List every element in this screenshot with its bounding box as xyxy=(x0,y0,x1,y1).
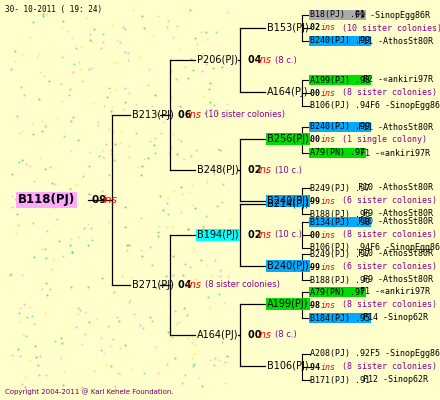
Text: B118(PJ): B118(PJ) xyxy=(18,194,75,206)
Text: ins: ins xyxy=(321,88,336,98)
Text: B184(PJ) .95: B184(PJ) .95 xyxy=(310,314,370,322)
Text: F11 -AthosSt80R: F11 -AthosSt80R xyxy=(353,36,433,46)
Text: (1 single colony): (1 single colony) xyxy=(332,136,427,144)
Text: (6 sister colonies): (6 sister colonies) xyxy=(332,196,436,206)
Text: F9 -SinopEgg86R: F9 -SinopEgg86R xyxy=(350,10,429,20)
Text: ins: ins xyxy=(321,230,336,240)
Text: B194(PJ): B194(PJ) xyxy=(197,230,238,240)
Text: (10 sister colonies): (10 sister colonies) xyxy=(205,110,285,120)
Text: F9 -AthosSt80R: F9 -AthosSt80R xyxy=(353,276,433,284)
Text: (10 sister colonies): (10 sister colonies) xyxy=(332,24,440,32)
Text: B106(PJ) .94F6 -SinopEgg86R: B106(PJ) .94F6 -SinopEgg86R xyxy=(310,244,440,252)
Text: ins: ins xyxy=(258,55,272,65)
Text: 02: 02 xyxy=(310,24,325,32)
Text: A208(PJ) .92F5 -SinopEgg86R: A208(PJ) .92F5 -SinopEgg86R xyxy=(310,350,440,358)
Text: 04: 04 xyxy=(178,280,195,290)
Text: (8 sister colonies): (8 sister colonies) xyxy=(332,362,436,372)
Text: B249(PJ) .97: B249(PJ) .97 xyxy=(310,184,370,192)
Text: Copyright 2004-2011 @ Karl Kehele Foundation.: Copyright 2004-2011 @ Karl Kehele Founda… xyxy=(5,388,174,395)
Text: A164(PJ): A164(PJ) xyxy=(267,87,308,97)
Text: ins: ins xyxy=(188,110,202,120)
Text: 00: 00 xyxy=(248,330,265,340)
Text: F1 -«ankiri97R: F1 -«ankiri97R xyxy=(350,288,429,296)
Text: ins: ins xyxy=(103,195,117,205)
Text: 00: 00 xyxy=(310,230,325,240)
Text: F11 -AthosSt80R: F11 -AthosSt80R xyxy=(353,122,433,132)
Text: B271(PJ): B271(PJ) xyxy=(132,280,174,290)
Text: 02: 02 xyxy=(248,230,265,240)
Text: B106(PJ) .94F6 -SinopEgg86R: B106(PJ) .94F6 -SinopEgg86R xyxy=(310,102,440,110)
Text: 06: 06 xyxy=(178,110,195,120)
Text: A164(PJ): A164(PJ) xyxy=(197,330,238,340)
Text: F10 -AthosSt80R: F10 -AthosSt80R xyxy=(353,184,433,192)
Text: 98: 98 xyxy=(310,300,325,310)
Text: A199(PJ): A199(PJ) xyxy=(267,299,308,309)
Text: (8 c.): (8 c.) xyxy=(275,56,297,64)
Text: ins: ins xyxy=(258,330,272,340)
Text: 99: 99 xyxy=(310,196,325,206)
Text: F10 -AthosSt80R: F10 -AthosSt80R xyxy=(353,250,433,258)
Text: B188(PJ) .96: B188(PJ) .96 xyxy=(310,210,370,218)
Text: F14 -Sinop62R: F14 -Sinop62R xyxy=(353,314,428,322)
Text: F12 -Sinop62R: F12 -Sinop62R xyxy=(353,376,428,384)
Text: ins: ins xyxy=(321,262,336,272)
Text: ins: ins xyxy=(321,196,336,206)
Text: ins: ins xyxy=(321,24,336,32)
Text: F2 -«ankiri97R: F2 -«ankiri97R xyxy=(353,76,433,84)
Text: B240(PJ): B240(PJ) xyxy=(267,261,309,271)
Text: B240(PJ): B240(PJ) xyxy=(267,196,309,206)
Text: ins: ins xyxy=(321,300,336,310)
Text: 09: 09 xyxy=(92,195,110,205)
Text: B134(PJ) .98: B134(PJ) .98 xyxy=(310,218,370,226)
Text: B213(PJ): B213(PJ) xyxy=(132,110,174,120)
Text: 30- 10-2011 ( 19: 24): 30- 10-2011 ( 19: 24) xyxy=(5,5,102,14)
Text: (8 c.): (8 c.) xyxy=(275,330,297,340)
Text: B18(PJ) .01: B18(PJ) .01 xyxy=(310,10,365,20)
Text: 04: 04 xyxy=(248,55,265,65)
Text: B256(PJ): B256(PJ) xyxy=(267,134,309,144)
Text: P206(PJ): P206(PJ) xyxy=(197,55,238,65)
Text: A199(PJ) .98: A199(PJ) .98 xyxy=(310,76,370,84)
Text: 94: 94 xyxy=(310,362,325,372)
Text: 00: 00 xyxy=(310,88,325,98)
Text: B106(PJ): B106(PJ) xyxy=(267,361,308,371)
Text: B240(PJ) .99: B240(PJ) .99 xyxy=(310,36,370,46)
Text: A79(PN) .97: A79(PN) .97 xyxy=(310,288,365,296)
Text: (8 sister colonies): (8 sister colonies) xyxy=(205,280,280,290)
Text: F1 -«ankiri97R: F1 -«ankiri97R xyxy=(350,148,429,158)
Text: F10 -AthosSt80R: F10 -AthosSt80R xyxy=(353,218,433,226)
Text: 99: 99 xyxy=(310,262,325,272)
Text: ins: ins xyxy=(258,230,272,240)
Text: (10 c.): (10 c.) xyxy=(275,230,302,240)
Text: (10 c.): (10 c.) xyxy=(275,166,302,174)
Text: (8 sister colonies): (8 sister colonies) xyxy=(332,230,436,240)
Text: ins: ins xyxy=(321,362,336,372)
Text: B240(PJ) .99: B240(PJ) .99 xyxy=(310,122,370,132)
Text: ins: ins xyxy=(258,165,272,175)
Text: B171(PJ) .91: B171(PJ) .91 xyxy=(310,376,370,384)
Text: ins: ins xyxy=(321,136,336,144)
Text: 02: 02 xyxy=(248,165,265,175)
Text: B214(PJ): B214(PJ) xyxy=(267,199,309,209)
Text: (6 sister colonies): (6 sister colonies) xyxy=(332,262,436,272)
Text: B153(PJ): B153(PJ) xyxy=(267,23,309,33)
Text: B188(PJ) .96: B188(PJ) .96 xyxy=(310,276,370,284)
Text: B249(PJ) .97: B249(PJ) .97 xyxy=(310,250,370,258)
Text: ins: ins xyxy=(188,280,202,290)
Text: (8 sister colonies): (8 sister colonies) xyxy=(332,300,436,310)
Text: 00: 00 xyxy=(310,136,325,144)
Text: B248(PJ): B248(PJ) xyxy=(197,165,239,175)
Text: (8 sister colonies): (8 sister colonies) xyxy=(332,88,436,98)
Text: F9 -AthosSt80R: F9 -AthosSt80R xyxy=(353,210,433,218)
Text: A79(PN) .97: A79(PN) .97 xyxy=(310,148,365,158)
